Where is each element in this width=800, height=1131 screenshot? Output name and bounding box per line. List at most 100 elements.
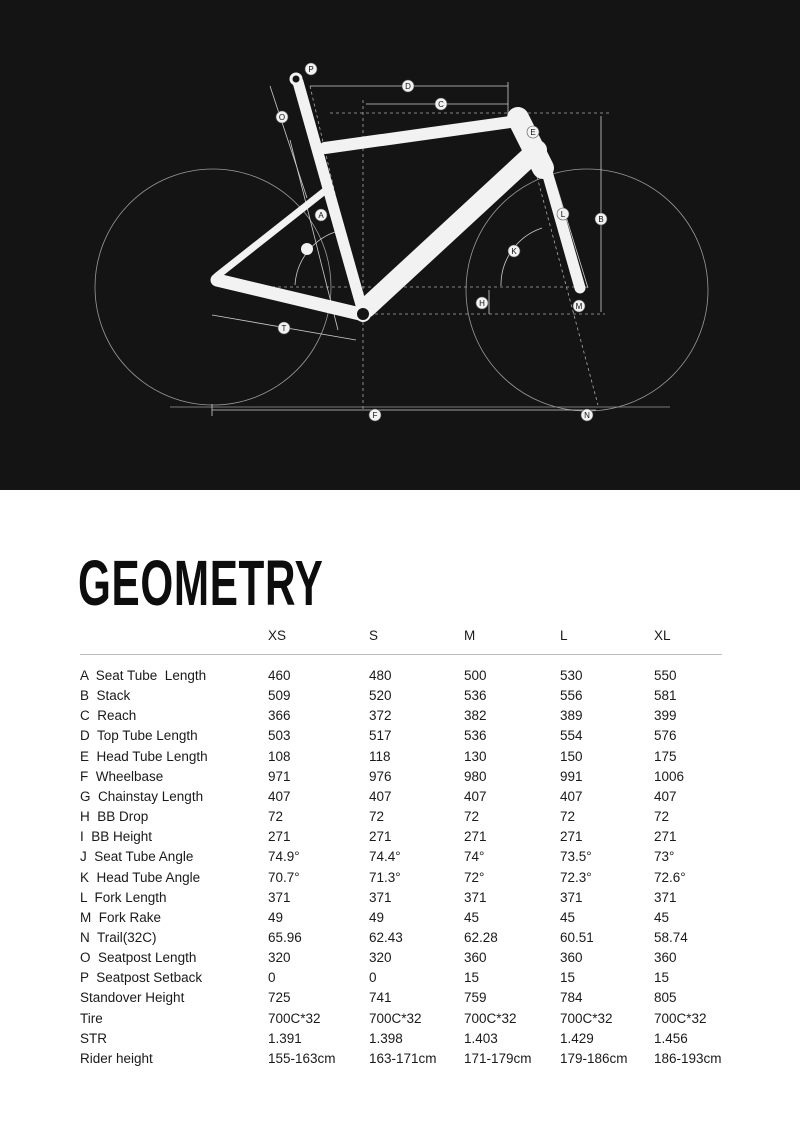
table-cell: 271 <box>369 829 392 845</box>
table-cell: 991 <box>560 768 583 784</box>
row-label: C Reach <box>80 708 137 724</box>
table-cell: 980 <box>464 768 487 784</box>
table-cell: 407 <box>560 788 583 804</box>
table-cell: 74.9° <box>268 849 300 865</box>
table-cell: 366 <box>268 708 291 724</box>
table-cell: 130 <box>464 748 487 764</box>
table-cell: 271 <box>268 829 291 845</box>
label-letter-h: H <box>479 299 485 308</box>
table-cell: 45 <box>560 909 576 925</box>
label-letter-f: F <box>373 411 378 420</box>
label-letter-k: K <box>511 247 517 256</box>
table-cell: 700C*32 <box>464 1010 517 1026</box>
table-cell: 360 <box>654 950 677 966</box>
table-cell: 186-193cm <box>654 1050 722 1066</box>
table-cell: 371 <box>268 889 291 905</box>
row-label: L Fork Length <box>80 889 167 905</box>
seat-clamp <box>289 72 303 86</box>
table-cell: 700C*32 <box>369 1010 422 1026</box>
table-cell: 700C*32 <box>268 1010 321 1026</box>
table-cell: 581 <box>654 688 677 704</box>
table-cell: 70.7° <box>268 869 300 885</box>
table-cell: 118 <box>369 748 391 764</box>
chainstay <box>210 273 367 321</box>
table-cell: 72.6° <box>654 869 686 885</box>
table-cell: 71.3° <box>369 869 401 885</box>
table-cell: 72.3° <box>560 869 592 885</box>
table-cell: 65.96 <box>268 929 302 945</box>
table-cell: 49 <box>268 909 284 925</box>
label-letter-n: N <box>584 411 590 420</box>
table-cell: 371 <box>560 889 583 905</box>
table-cell: 15 <box>464 970 480 986</box>
front-wheel <box>465 168 709 412</box>
table-cell: 60.51 <box>560 929 594 945</box>
table-cell: 360 <box>560 950 583 966</box>
table-cell: 382 <box>464 708 487 724</box>
table-cell: 517 <box>369 728 392 744</box>
table-cell: 49 <box>369 909 385 925</box>
table-cell: 503 <box>268 728 291 744</box>
label-badge-c <box>434 97 448 111</box>
table-cell: 72 <box>268 809 284 825</box>
row-label: P Seatpost Setback <box>80 970 203 986</box>
table-cell: 500 <box>464 668 487 683</box>
table-cell: 150 <box>560 748 583 764</box>
column-header-xs: XS <box>268 628 287 643</box>
label-badge-e <box>526 125 540 139</box>
table-cell: 530 <box>560 668 583 683</box>
table-cell: 805 <box>654 990 677 1006</box>
table-cell: 399 <box>654 708 677 724</box>
head-tube <box>507 107 554 179</box>
table-cell: 15 <box>560 970 576 986</box>
label-letter-t: T <box>282 324 287 333</box>
table-cell: 0 <box>369 970 377 986</box>
table-cell: 1.391 <box>268 1030 302 1046</box>
table-cell: 536 <box>464 688 487 704</box>
table-cell: 371 <box>369 889 392 905</box>
label-letter-b: B <box>598 215 603 224</box>
rear-wheel <box>94 168 332 406</box>
table-cell: 536 <box>464 728 487 744</box>
down-tube <box>356 140 547 318</box>
label-badge-a <box>314 208 328 222</box>
label-letter-d: D <box>405 82 411 91</box>
table-cell: 784 <box>560 990 583 1006</box>
table-cell: 171-179cm <box>464 1050 532 1066</box>
page-title: GEOMETRY <box>78 547 324 619</box>
column-header-m: M <box>464 628 476 643</box>
row-label: A Seat Tube Length <box>80 668 207 683</box>
label-badge-f <box>368 408 382 422</box>
column-header-xl: XL <box>654 628 671 643</box>
table-cell: 72 <box>464 809 480 825</box>
table-cell: 460 <box>268 668 291 683</box>
row-label: E Head Tube Length <box>80 748 208 764</box>
fork <box>539 159 586 294</box>
table-cell: 509 <box>268 688 291 704</box>
label-letter-e: E <box>530 128 535 137</box>
table-cell: 700C*32 <box>560 1010 613 1026</box>
table-cell: 271 <box>654 829 677 845</box>
table-cell: 179-186cm <box>560 1050 628 1066</box>
table-cell: 360 <box>464 950 487 966</box>
table-cell: 45 <box>464 909 480 925</box>
row-label: STR <box>80 1030 107 1046</box>
geometry-diagram: P D C O E A B L K H M T F N <box>0 0 800 490</box>
table-cell: 320 <box>268 950 291 966</box>
label-letter-a: A <box>318 211 324 220</box>
table-cell: 1.398 <box>369 1030 403 1046</box>
table-cell: 372 <box>369 708 392 724</box>
label-letter-p: P <box>308 65 313 74</box>
table-cell: 74.4° <box>369 849 401 865</box>
table-cell: 759 <box>464 990 487 1006</box>
row-label: H BB Drop <box>80 809 149 825</box>
label-badge-p <box>304 62 318 76</box>
column-header-s: S <box>369 628 379 643</box>
bottom-bracket <box>355 306 371 322</box>
table-cell: 72° <box>464 869 485 885</box>
table-cell: 0 <box>268 970 276 986</box>
table-cell: 320 <box>369 950 392 966</box>
table-cell: 62.28 <box>464 929 498 945</box>
row-label: K Head Tube Angle <box>80 869 201 885</box>
table-cell: 480 <box>369 668 392 683</box>
